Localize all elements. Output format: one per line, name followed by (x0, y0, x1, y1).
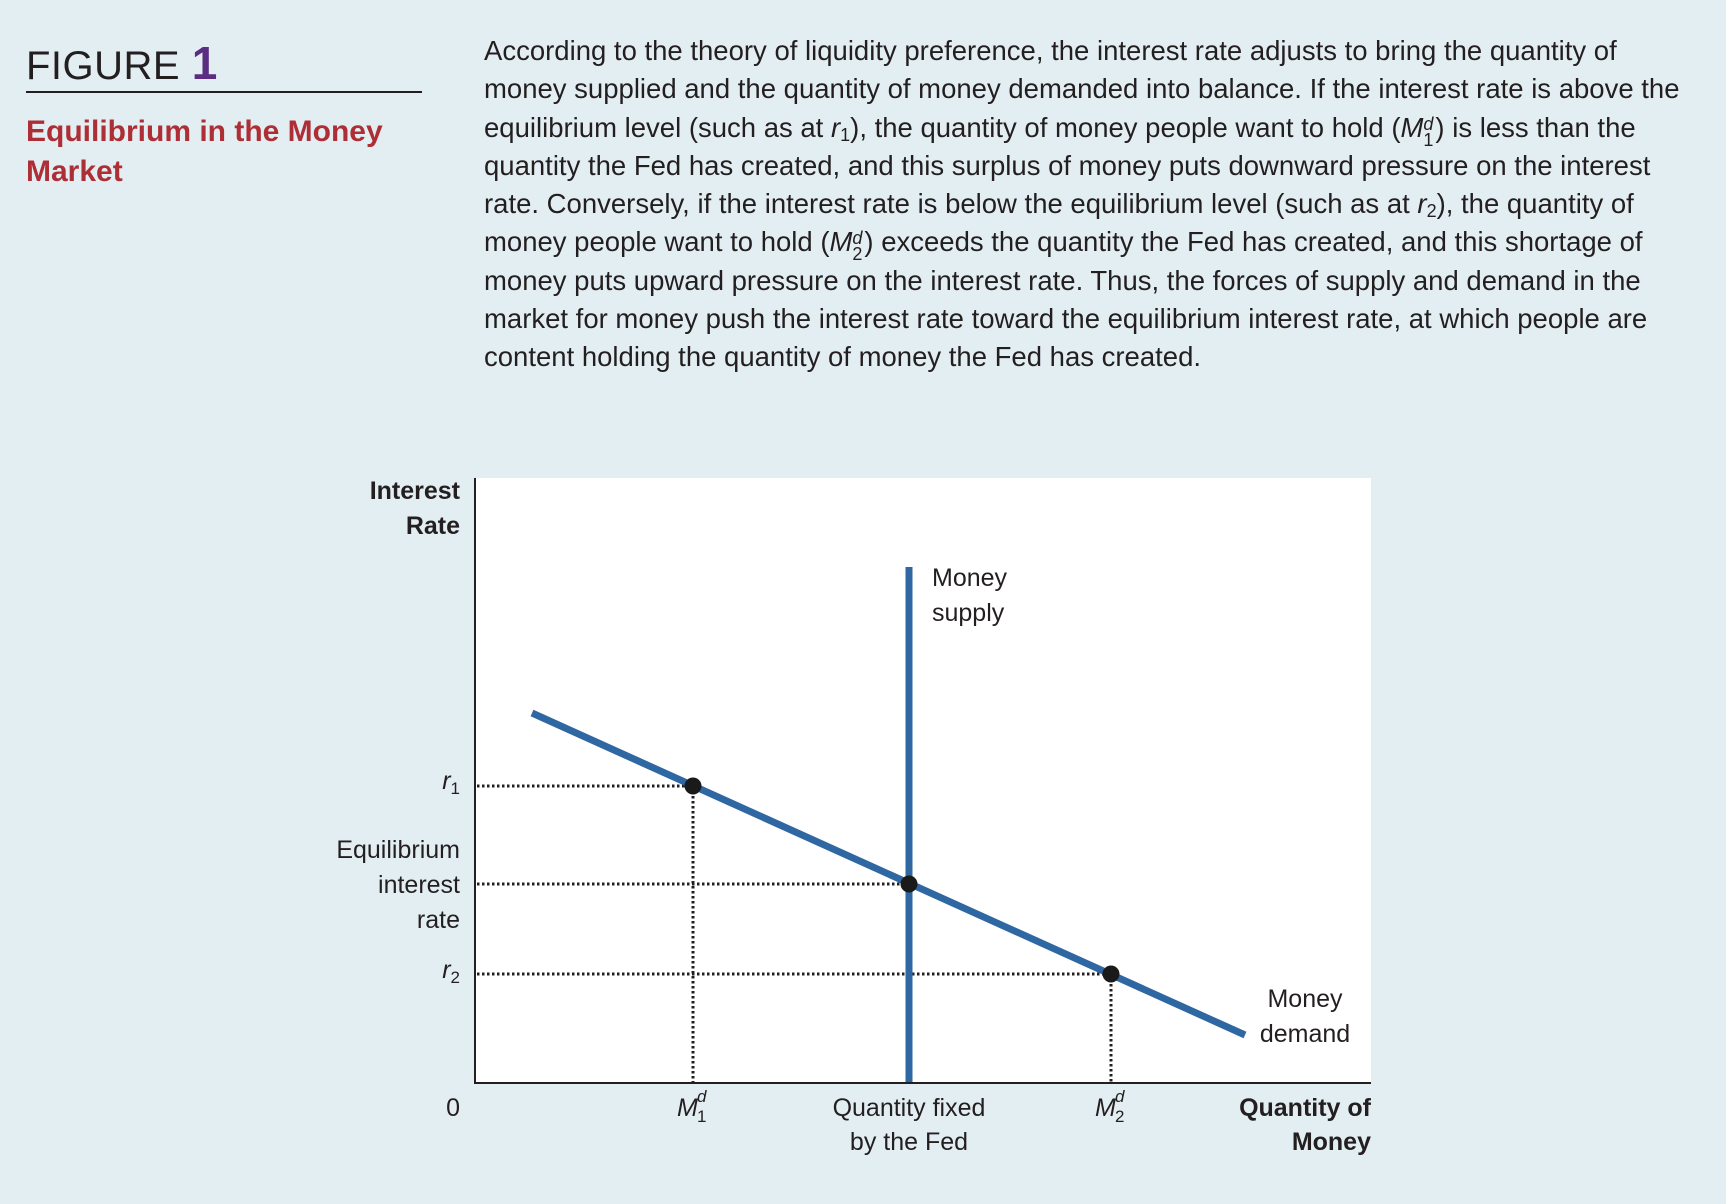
caption-text-4: ), the quantity of money people want to … (484, 188, 1634, 258)
x-axis-label-line-1: Quantity of (1239, 1094, 1372, 1122)
m2-tick-sup: d (1115, 1087, 1125, 1106)
m1-tick-label: M d 1 (677, 1087, 707, 1126)
caption-r1-sub: 1 (840, 124, 851, 145)
figure-title: Equilibrium in the Money Market (26, 115, 383, 188)
figure-caption: According to the theory of liquidity pre… (484, 32, 1700, 377)
r2-tick-label: r2 (442, 956, 460, 987)
equilibrium-point (900, 875, 918, 893)
caption-text-3: ) is less than the quantity the Fed has … (484, 111, 1651, 220)
figure-title-rule (26, 91, 422, 93)
money-supply-label-line-1: Money (932, 564, 1008, 592)
r2-point (1102, 965, 1120, 983)
figure-label: FIGURE 1 (26, 36, 218, 90)
origin-label: 0 (446, 1094, 460, 1122)
caption-text-2: ), the quantity of money people want to … (850, 111, 1401, 143)
caption-r1: r (830, 111, 841, 143)
caption-r2: r (1417, 188, 1427, 220)
caption-m1-sup: d (1423, 113, 1434, 134)
money-demand-curve (530, 709, 1247, 1039)
m2-tick-sub: 2 (1115, 1107, 1124, 1126)
m1-tick-main: M (677, 1094, 698, 1122)
caption-m1: M (1400, 111, 1424, 143)
y-axis-label-line-2: Rate (406, 512, 460, 540)
caption-m2: M (829, 226, 853, 258)
m1-tick-sup: d (697, 1087, 707, 1106)
m2-tick-main: M (1095, 1094, 1116, 1122)
figure-number: 1 (191, 37, 218, 89)
m1-tick-sub: 1 (697, 1107, 706, 1126)
figure-label-text: FIGURE (26, 44, 181, 88)
caption-r2-sub: 2 (1426, 201, 1437, 222)
y-axis-label-line-1: Interest (370, 477, 461, 505)
equilibrium-tick-line-2: interest (378, 871, 460, 899)
caption-text-1: According to the theory of liquidity pre… (484, 35, 1680, 143)
r1-point (684, 777, 702, 795)
r2-tick-main: r (442, 956, 452, 984)
r1-tick-sub: 1 (451, 779, 460, 798)
equilibrium-tick-line-1: Equilibrium (336, 836, 460, 864)
money-demand-label-line-2: demand (1260, 1020, 1350, 1048)
money-demand-label-line-1: Money (1267, 985, 1343, 1013)
fixed-quantity-label-line-1: Quantity fixed (833, 1094, 986, 1122)
money-supply-label-line-2: supply (932, 599, 1005, 627)
caption-m1-sub: 1 (1423, 129, 1434, 150)
r1-tick-label: r1 (442, 767, 460, 798)
caption-m2-sub: 2 (852, 244, 863, 265)
m2-tick-label: M d 2 (1095, 1087, 1125, 1126)
fixed-quantity-label-line-2: by the Fed (850, 1128, 968, 1156)
plot-area (475, 478, 1371, 1084)
r1-tick-main: r (442, 767, 452, 795)
r2-tick-sub: 2 (451, 968, 460, 987)
caption-m2-sup: d (852, 228, 863, 249)
equilibrium-tick-line-3: rate (417, 906, 460, 934)
x-axis-label-line-2: Money (1292, 1128, 1371, 1156)
caption-text-5: ) exceeds the quantity the Fed has creat… (484, 226, 1648, 373)
